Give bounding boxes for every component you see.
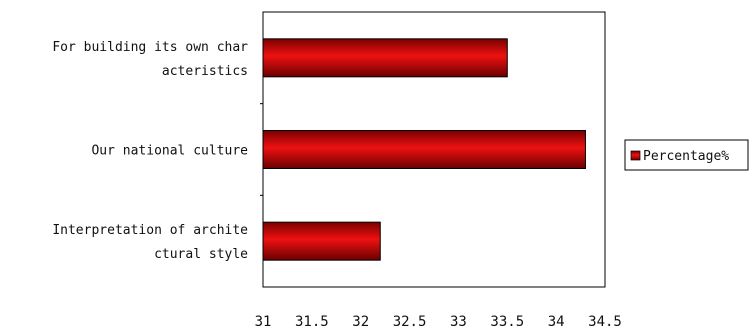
x-tick-label: 33.5: [490, 314, 524, 330]
category-label: Our national culture: [91, 144, 248, 159]
bar: [262, 38, 508, 78]
category-label: ctural style: [154, 247, 248, 262]
category-label: For building its own char: [52, 40, 248, 55]
legend-swatch: [630, 150, 641, 161]
x-tick-label: 31: [255, 314, 272, 330]
bar-series: [262, 38, 586, 261]
legend: Percentage%: [624, 139, 749, 171]
x-tick-label: 32.5: [393, 314, 427, 330]
category-label: acteristics: [162, 64, 248, 79]
category-labels: For building its own char acteristics Our …: [52, 40, 248, 262]
category-label: Interpretation of archite: [52, 223, 248, 238]
bar: [262, 130, 586, 169]
x-tick-label: 34: [548, 314, 565, 330]
x-tick-label: 33: [450, 314, 467, 330]
legend-box: [624, 139, 749, 171]
x-tick-label: 32: [352, 314, 369, 330]
bar: [262, 221, 381, 261]
legend-label: Percentage%: [643, 149, 729, 164]
category-axis-ticks: [260, 103, 263, 196]
x-tick-label: 34.5: [588, 314, 622, 330]
x-axis-tick-labels: 31 31.5 32 32.5 33 33.5 34 34.5: [255, 314, 622, 330]
x-tick-label: 31.5: [295, 314, 329, 330]
